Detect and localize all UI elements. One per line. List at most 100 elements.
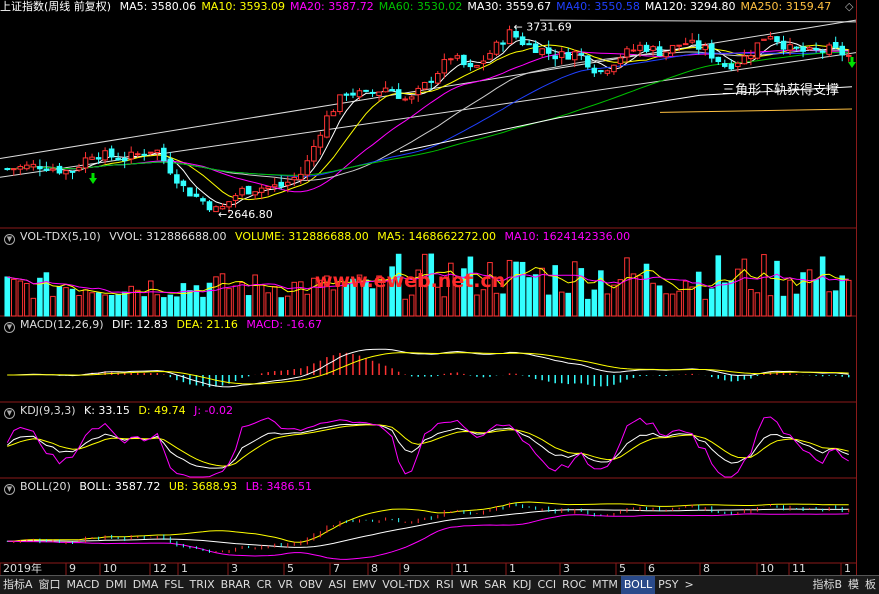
- candle-body: [591, 67, 598, 74]
- volume-bar: [558, 291, 565, 317]
- candle-body: [585, 55, 591, 68]
- candle-body: [356, 90, 363, 98]
- candle-body: [311, 145, 317, 162]
- tab-1[interactable]: 窗口: [38, 578, 61, 591]
- volume-bar: [806, 269, 813, 317]
- volume-bar: [552, 265, 558, 317]
- volume-bar: [278, 297, 285, 317]
- candle-body: [76, 166, 82, 171]
- toggle-icon[interactable]: ▼: [4, 234, 15, 245]
- kdj-title: KDJ(9,3,3): [20, 404, 76, 417]
- candle-body: [213, 206, 219, 213]
- volume-bar: [82, 289, 89, 317]
- volume-bar: [506, 259, 513, 317]
- candle-body: [532, 43, 539, 54]
- tab-22[interactable]: PSY: [658, 578, 679, 591]
- tab-2[interactable]: MACD: [66, 578, 100, 591]
- tab-25[interactable]: 模: [848, 578, 859, 591]
- toggle-icon[interactable]: ▼: [4, 484, 15, 495]
- tab-26[interactable]: 板: [865, 578, 876, 591]
- volume-bar: [311, 277, 317, 317]
- tab-14[interactable]: RSI: [435, 578, 454, 591]
- volume-bar: [487, 262, 493, 317]
- candle-body: [24, 164, 30, 170]
- candle-body: [487, 52, 493, 60]
- tab-23[interactable]: >: [684, 578, 694, 591]
- volume-bar: [565, 292, 572, 317]
- toggle-icon[interactable]: ▼: [4, 322, 15, 333]
- candle-body: [402, 98, 408, 101]
- candle-body: [37, 166, 43, 170]
- tab-10[interactable]: OBV: [299, 578, 323, 591]
- candle-body: [17, 166, 24, 170]
- candle-body: [82, 157, 89, 169]
- time-label: 3: [231, 562, 238, 575]
- volume-bar: [232, 285, 239, 317]
- volume-bar: [245, 295, 252, 317]
- vol-volume: VOLUME: 312886688.00: [235, 230, 369, 243]
- volume-bar: [493, 292, 500, 317]
- candle-body: [845, 54, 852, 57]
- tab-12[interactable]: EMV: [352, 578, 377, 591]
- ma250-line: [659, 108, 853, 113]
- kdj-panel-header: ▼ KDJ(9,3,3) K: 33.15 D: 49.74 J: -0.02: [0, 404, 238, 419]
- macd-panel-header: ▼ MACD(12,26,9) DIF: 12.83 DEA: 21.16 MAC…: [0, 318, 327, 333]
- candle-body: [513, 31, 519, 38]
- buy-arrow-icon: [91, 173, 95, 178]
- tab-16[interactable]: SAR: [484, 578, 507, 591]
- volume-bar: [95, 292, 102, 317]
- volume-bar: [121, 291, 128, 317]
- candle-body: [134, 153, 141, 156]
- toggle-icon[interactable]: ▼: [4, 408, 15, 419]
- tab-17[interactable]: KDJ: [512, 578, 532, 591]
- tab-3[interactable]: DMI: [105, 578, 127, 591]
- diamond-icon[interactable]: ◇: [845, 0, 854, 13]
- volume-bar: [298, 281, 304, 317]
- tab-4[interactable]: DMA: [132, 578, 159, 591]
- ma120-line: [399, 86, 853, 153]
- tab-13[interactable]: VOL-TDX: [382, 578, 430, 591]
- candle-body: [604, 70, 611, 74]
- candle-body: [298, 173, 304, 181]
- tab-0[interactable]: 指标A: [3, 578, 33, 591]
- candle-body: [695, 40, 702, 50]
- tab-18[interactable]: CCI: [537, 578, 557, 591]
- volume-bar: [813, 279, 819, 317]
- trendline-lower: [0, 52, 857, 178]
- candle-body: [676, 44, 682, 47]
- tab-5[interactable]: FSL: [164, 578, 184, 591]
- volume-bar: [415, 269, 421, 317]
- candle-body: [304, 160, 311, 176]
- volume-bar: [761, 254, 767, 317]
- tab-21[interactable]: BOLL: [620, 576, 656, 594]
- volume-bar: [167, 294, 174, 317]
- candle-body: [56, 165, 63, 174]
- tab-20[interactable]: MTM: [592, 578, 618, 591]
- candle-body: [330, 111, 337, 117]
- candle-body: [187, 187, 193, 197]
- volume-bar: [708, 288, 715, 317]
- volume-bar: [832, 290, 839, 317]
- volume-bar: [774, 260, 780, 317]
- tab-8[interactable]: CR: [256, 578, 272, 591]
- tab-11[interactable]: ASI: [328, 578, 347, 591]
- candle-body: [219, 205, 226, 210]
- tab-6[interactable]: TRIX: [189, 578, 215, 591]
- candle-body: [722, 63, 728, 67]
- candle-body: [611, 64, 617, 73]
- trendline-upper: [0, 19, 857, 159]
- candle-body: [128, 151, 134, 160]
- tab-9[interactable]: VR: [277, 578, 294, 591]
- candle-body: [663, 51, 669, 58]
- low-label: ←2646.80: [218, 208, 273, 221]
- watermark: www.eweb.net.cn: [315, 270, 506, 292]
- candle-body: [826, 44, 832, 55]
- tab-15[interactable]: WR: [459, 578, 479, 591]
- volume-bar: [389, 266, 395, 317]
- time-label: 12: [153, 562, 167, 575]
- tab-24[interactable]: 指标B: [812, 578, 842, 591]
- candle-body: [239, 187, 245, 196]
- tab-19[interactable]: ROC: [562, 578, 587, 591]
- tab-7[interactable]: BRAR: [220, 578, 251, 591]
- candle-body: [415, 87, 421, 96]
